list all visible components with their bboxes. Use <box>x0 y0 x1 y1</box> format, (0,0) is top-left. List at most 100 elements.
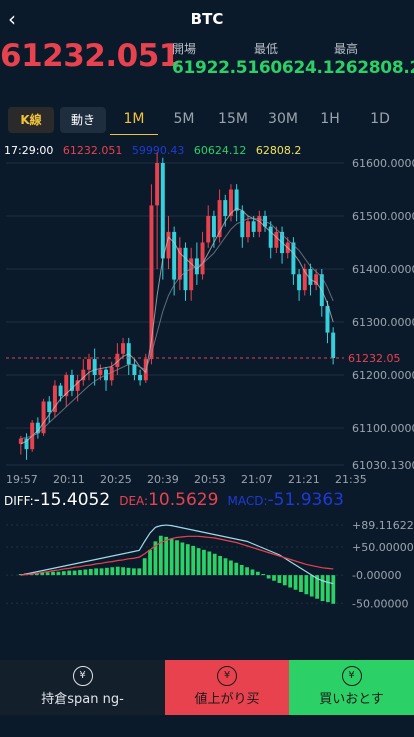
candlestick-chart[interactable]: 61600.0000 61500.0000 61400.0000 61300.0000… <box>0 0 414 490</box>
price-axis-label: 61100.0000 <box>352 422 414 435</box>
back-arrow-icon[interactable]: ‹ <box>8 7 16 31</box>
interval-tabs: K線 動き 1M 5M 15M 30M 1H 1D <box>0 104 414 136</box>
candle-body <box>35 422 40 434</box>
macd-bar <box>277 575 282 584</box>
macd-bar <box>185 544 190 576</box>
price-axis-label: 61200.0000 <box>352 369 414 382</box>
current-price-label: 61232.05 <box>348 352 401 365</box>
tab-1d[interactable]: 1D <box>370 111 390 127</box>
macd-bar <box>261 574 266 576</box>
candle-body <box>41 401 46 434</box>
buy-down-label: 買いおとす <box>319 692 384 707</box>
macd-bar <box>83 569 88 576</box>
candle-body <box>223 200 228 216</box>
macd-bar <box>72 570 77 576</box>
time-axis-label: 20:25 <box>100 473 132 486</box>
candle-body <box>58 385 63 397</box>
time-axis-label: 20:11 <box>53 473 85 486</box>
header: ‹ BTC <box>0 0 414 40</box>
macd-bar <box>148 549 152 576</box>
macd-bar <box>131 568 136 576</box>
macd-bar <box>304 575 309 595</box>
candle-body <box>308 268 313 285</box>
macd-bar <box>180 542 185 576</box>
macd-bar <box>40 572 45 576</box>
macd-bar <box>115 566 120 576</box>
candle-body <box>331 332 336 359</box>
dea-label: DEA: <box>119 494 149 508</box>
macd-bar <box>78 570 82 576</box>
ma-value-3: 60624.12 <box>193 144 247 157</box>
candle-body <box>183 247 188 291</box>
candle-body <box>109 367 114 381</box>
macd-bar <box>153 541 158 576</box>
macd-bar <box>212 553 217 576</box>
macd-bar <box>88 568 93 576</box>
open-label: 開場 <box>172 42 197 56</box>
macd-bar <box>293 575 298 590</box>
candle-body <box>121 343 126 354</box>
position-label: 持倉span ng- <box>41 692 124 707</box>
macd-bar <box>191 545 196 576</box>
macd-bar <box>229 560 233 576</box>
macd-bar <box>320 575 325 602</box>
macd-indicators: DIFF:-15.4052 DEA:10.5629 MACD:-51.9363 <box>4 490 344 510</box>
macd-bar <box>309 575 314 597</box>
candle-body <box>155 163 160 206</box>
candle-body <box>245 221 250 238</box>
candle-body <box>217 200 222 238</box>
macd-bar <box>202 549 206 576</box>
candle-body <box>64 374 69 397</box>
candle-body <box>81 369 86 381</box>
macd-bar <box>99 568 104 576</box>
dea-value: 10.5629 <box>148 490 219 510</box>
candle-body <box>138 374 143 381</box>
tab-15m[interactable]: 15M <box>218 111 248 127</box>
macd-bar <box>137 568 142 576</box>
time-axis-label: 21:35 <box>335 473 367 486</box>
price-axis-label: 61400.0000 <box>352 263 414 276</box>
ma-value-1: 61232.051 <box>62 144 123 157</box>
candle-body <box>160 163 165 259</box>
candle-body <box>189 258 194 291</box>
time-axis-label: 21:07 <box>241 473 273 486</box>
tab-30m[interactable]: 30M <box>268 111 298 127</box>
macd-bar <box>110 567 115 576</box>
macd-bar <box>288 575 293 588</box>
macd-bar <box>282 575 287 586</box>
candle-body <box>211 215 216 238</box>
macd-bar <box>255 571 260 576</box>
macd-bar <box>175 540 179 576</box>
ma10-line <box>20 218 334 440</box>
ma5-line <box>20 207 334 445</box>
candle-body <box>115 353 120 368</box>
candle-body <box>98 369 103 375</box>
candle-body <box>47 401 52 413</box>
buy-up-label: 値上がり买 <box>194 692 260 707</box>
macd-bar <box>218 556 223 576</box>
candle-body <box>149 205 154 360</box>
macd-bar <box>272 575 276 581</box>
macd-label: MACD: <box>227 494 268 508</box>
candle-body <box>132 364 137 375</box>
tab-kline[interactable]: K線 <box>8 107 54 133</box>
buy-down-button[interactable]: ¥ 買いおとす <box>289 660 414 715</box>
stat-values: 61922.5160624.1262808.2 <box>172 58 414 78</box>
candle-body <box>18 438 23 444</box>
price-axis-label: 61300.0000 <box>352 316 414 329</box>
macd-bar <box>331 575 336 604</box>
macd-bar <box>51 571 55 576</box>
macd-bar <box>239 565 244 576</box>
candle-body <box>75 380 80 391</box>
tab-line[interactable]: 動き <box>60 107 106 133</box>
tab-5m[interactable]: 5M <box>173 111 195 127</box>
buy-up-button[interactable]: ¥ 値上がり买 <box>165 660 289 715</box>
macd-axis-label: +89.11622 <box>352 519 414 532</box>
ma-value-4: 62808.2 <box>255 144 302 157</box>
price-axis-label: 61500.0000 <box>352 210 414 223</box>
candle-body <box>297 274 302 291</box>
tab-1m[interactable]: 1M <box>110 104 158 135</box>
tab-1h[interactable]: 1H <box>320 111 340 127</box>
position-button[interactable]: ¥ 持倉span ng- <box>0 660 165 715</box>
current-price: 61232.051 <box>0 38 180 74</box>
